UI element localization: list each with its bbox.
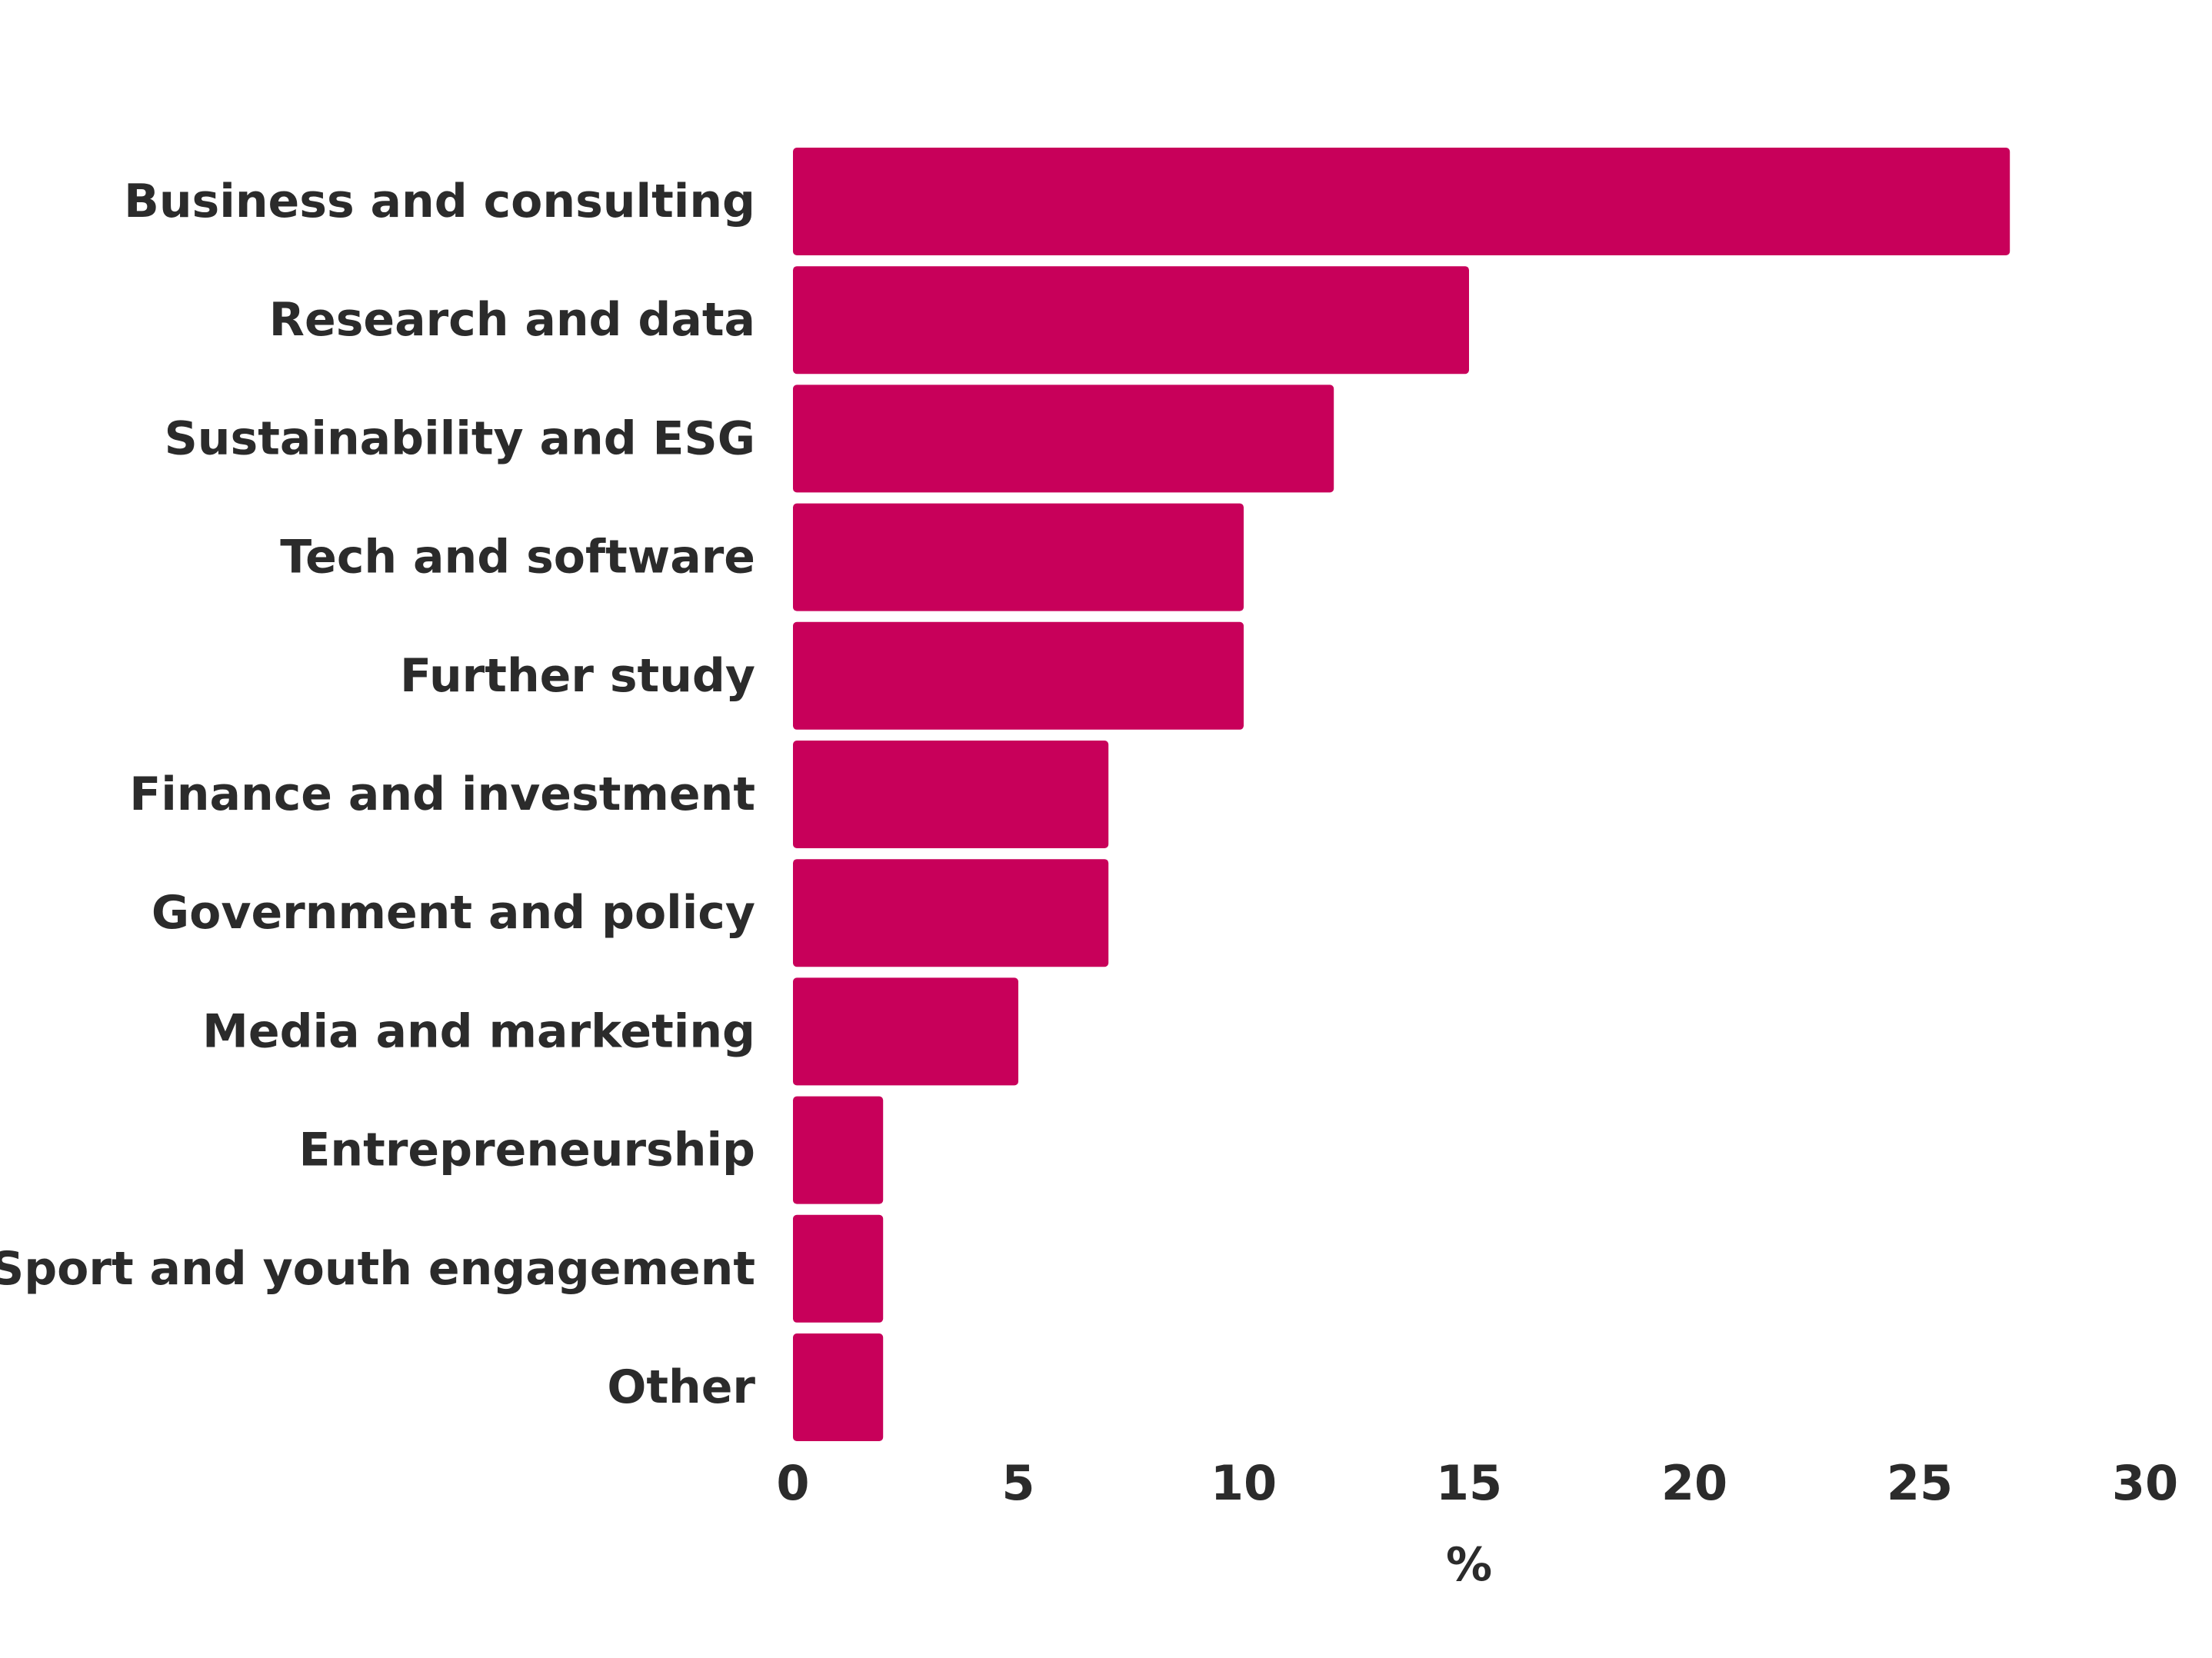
bar (793, 266, 1469, 375)
bars-group (793, 148, 2010, 1441)
x-tick-label: 10 (1211, 1455, 1277, 1511)
category-label: Tech and software (280, 531, 755, 584)
category-label: Sport and youth engagement (0, 1242, 755, 1296)
x-tick-label: 5 (1001, 1455, 1034, 1511)
bar (793, 385, 1334, 493)
category-label: Media and marketing (202, 1004, 755, 1058)
bar (793, 1333, 884, 1441)
category-labels: Business and consulting Research and data… (0, 175, 755, 1414)
x-axis-title: % (1446, 1538, 1492, 1592)
bar (793, 859, 1109, 967)
bar (793, 977, 1018, 1086)
category-label: Entrepreneurship (298, 1124, 755, 1177)
bar (793, 621, 1244, 730)
x-tick-label: 0 (776, 1455, 809, 1511)
bar (793, 148, 2010, 255)
x-tick-label: 30 (2112, 1455, 2178, 1511)
category-label: Business and consulting (124, 175, 755, 228)
bar (793, 1214, 884, 1323)
x-tick-label: 25 (1887, 1455, 1953, 1511)
x-tick-label: 20 (1661, 1455, 1727, 1511)
category-label: Further study (400, 649, 755, 703)
bar (793, 1096, 884, 1204)
category-label: Government and policy (152, 886, 755, 940)
x-tick-label: 15 (1436, 1455, 1502, 1511)
bar (793, 503, 1244, 611)
category-label: Finance and investment (129, 767, 755, 821)
x-axis-ticks: 0 5 10 15 20 25 30 (776, 1455, 2178, 1511)
category-label: Research and data (269, 293, 755, 347)
bar (793, 741, 1109, 848)
category-label: Other (607, 1360, 755, 1414)
category-label: Sustainability and ESG (165, 411, 755, 465)
